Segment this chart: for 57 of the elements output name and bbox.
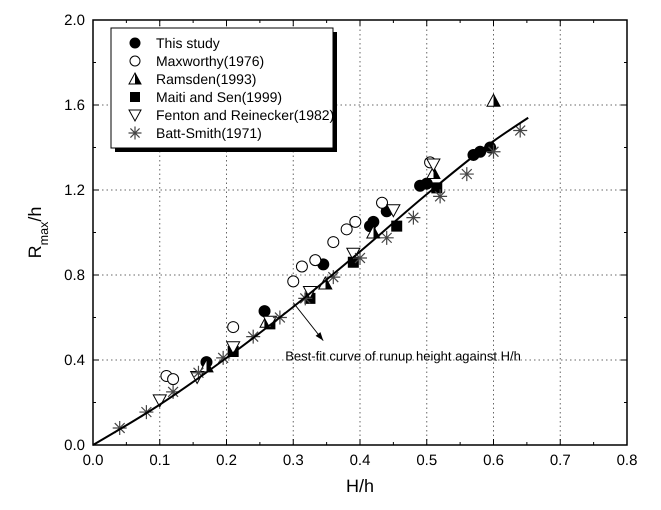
- point: [340, 223, 353, 236]
- legend-label: Ramsden(1993): [156, 71, 256, 87]
- x-tick-label: 0.6: [483, 452, 504, 469]
- point: [190, 365, 206, 380]
- point: [349, 216, 362, 228]
- y-tick-label: 2.0: [64, 12, 85, 29]
- y-tick-label: 1.6: [64, 97, 85, 114]
- point: [167, 373, 180, 386]
- x-tick-label: 0.3: [282, 452, 304, 469]
- point: [459, 166, 474, 182]
- point: [391, 220, 402, 232]
- point: [486, 94, 500, 107]
- point: [152, 394, 167, 408]
- y-tick-label: 0.0: [64, 437, 85, 454]
- point: [406, 210, 421, 226]
- point: [432, 188, 448, 204]
- x-tick-label: 0.1: [149, 452, 170, 469]
- point: [287, 275, 300, 288]
- point: [486, 144, 502, 160]
- point: [246, 329, 261, 344]
- point: [309, 254, 322, 266]
- x-tick-label: 0.0: [82, 452, 104, 469]
- point: [166, 384, 181, 400]
- point: [227, 321, 240, 334]
- annotation: Best-fit curve of runup height against H/h: [285, 348, 521, 364]
- point: [272, 310, 288, 326]
- point: [367, 216, 380, 228]
- x-axis-title: H/h: [346, 476, 374, 496]
- point: [216, 350, 231, 366]
- x-tick-label: 0.4: [350, 452, 370, 469]
- x-tick-label: 0.2: [216, 452, 237, 469]
- legend-label: Maxworthy(1976): [156, 53, 264, 69]
- x-tick-label: 0.7: [550, 452, 571, 469]
- point: [352, 250, 368, 266]
- point: [366, 226, 380, 238]
- point: [327, 236, 340, 248]
- point: [420, 178, 433, 190]
- point: [258, 305, 271, 318]
- point: [376, 196, 388, 209]
- point: [296, 260, 308, 272]
- x-tick-label: 0.8: [616, 452, 638, 469]
- legend-label: Maiti and Sen(1999): [156, 89, 282, 105]
- legend-label: Fenton and Reinecker(1982): [156, 107, 334, 123]
- legend-label: This study: [156, 35, 220, 51]
- point: [379, 230, 394, 246]
- point: [512, 122, 528, 138]
- point: [298, 290, 313, 306]
- point: [326, 270, 341, 285]
- y-tick-label: 0.8: [64, 267, 85, 284]
- point: [426, 158, 440, 172]
- point: [112, 420, 128, 436]
- legend-label: Batt-Smith(1971): [156, 125, 262, 141]
- y-tick-label: 0.4: [64, 352, 85, 369]
- y-tick-label: 1.2: [64, 182, 85, 199]
- point: [138, 404, 154, 420]
- point: [386, 204, 400, 218]
- x-tick-label: 0.5: [416, 452, 438, 469]
